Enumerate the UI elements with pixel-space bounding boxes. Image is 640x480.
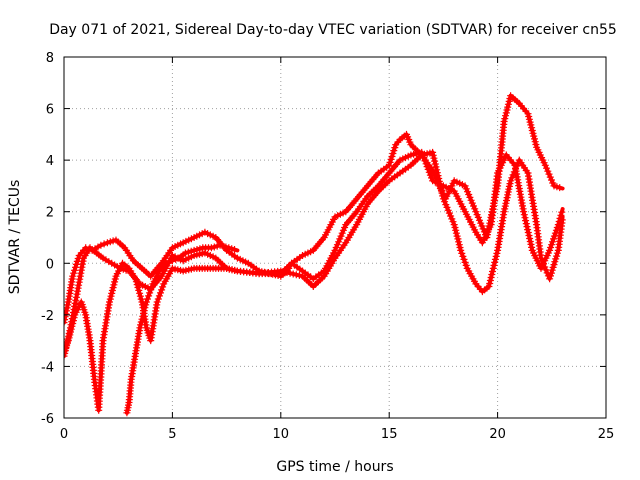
data-point-marker [64, 352, 68, 360]
data-point-marker [507, 177, 515, 185]
data-point-marker [520, 208, 528, 216]
y-tick-label: -6 [41, 412, 54, 427]
data-point-marker [146, 289, 154, 297]
x-tick-label: 15 [381, 427, 398, 442]
data-point-marker [542, 266, 550, 274]
data-point-marker [172, 255, 180, 263]
data-point-marker [386, 158, 394, 166]
data-point-marker [486, 280, 494, 287]
data-point-marker [390, 147, 398, 155]
plot-frame [63, 56, 607, 419]
data-point-marker [486, 277, 494, 284]
data-point-marker [489, 268, 496, 275]
data-point-marker [147, 286, 155, 294]
data-point-marker [283, 269, 291, 276]
data-point-marker [524, 229, 532, 236]
data-point-marker [520, 211, 528, 219]
data-point-marker [154, 295, 162, 303]
data-point-marker [526, 235, 534, 242]
data-point-marker [100, 240, 108, 248]
x-tick-label: 5 [168, 427, 176, 442]
data-point-marker [295, 271, 303, 279]
data-point-marker [485, 283, 493, 290]
data-point-marker [64, 350, 68, 357]
data-point-marker [76, 275, 84, 283]
x-tick-label: 25 [598, 427, 615, 442]
data-point-marker [162, 259, 170, 267]
data-point-marker [155, 292, 163, 300]
y-tick-label: 0 [46, 257, 54, 272]
x-tick-label: 20 [489, 427, 506, 442]
data-point-marker [280, 268, 288, 276]
data-point-marker [458, 249, 466, 257]
data-point-marker [545, 170, 553, 178]
y-tick-label: 8 [46, 51, 54, 66]
data-point-marker [509, 171, 517, 179]
chart-title: Day 071 of 2021, Sidereal Day-to-day VTE… [49, 22, 617, 38]
data-point-marker [493, 249, 501, 257]
y-tick-label: -2 [41, 309, 54, 324]
data-point-marker [153, 298, 161, 306]
data-point-marker [556, 184, 564, 192]
data-point-marker [558, 208, 566, 216]
data-point-marker [72, 260, 80, 268]
data-point-marker [142, 298, 150, 306]
data-point-marker [148, 283, 156, 291]
data-point-marker [231, 246, 238, 253]
data-point-marker [459, 252, 467, 260]
data-point-marker [460, 255, 468, 263]
data-point-marker [64, 319, 68, 327]
data-point-marker [487, 274, 495, 281]
y-tick-label: 2 [46, 206, 54, 221]
data-point-marker [522, 220, 530, 228]
data-point-marker [388, 153, 396, 160]
data-point-marker [512, 165, 520, 173]
series-group [64, 92, 566, 417]
data-point-marker [558, 216, 566, 224]
data-point-marker [461, 258, 469, 266]
data-point-marker [488, 271, 496, 278]
data-point-marker [144, 295, 151, 303]
data-point-marker [165, 258, 173, 266]
data-point-marker [97, 241, 105, 249]
data-point-marker [543, 164, 550, 172]
data-marks [64, 92, 566, 417]
data-point-marker [522, 217, 530, 225]
data-point-marker [490, 261, 498, 269]
data-point-marker [289, 270, 297, 278]
y-axis-label: SDTVAR / TECUs [7, 180, 23, 295]
axis-ticks: 0 5 10 15 20 25 -6 -4 -2 0 2 4 6 8 [41, 51, 614, 442]
data-point-marker [539, 260, 547, 268]
data-point-marker [292, 271, 300, 279]
data-point-marker [158, 286, 166, 294]
data-point-marker [286, 269, 294, 277]
data-point-marker [537, 254, 545, 262]
data-point-marker [548, 176, 555, 184]
y-tick-label: -4 [41, 360, 54, 375]
data-point-marker [491, 255, 499, 263]
data-point-marker [159, 283, 167, 291]
data-point-marker [462, 261, 470, 269]
x-tick-label: 10 [273, 427, 290, 442]
data-point-marker [71, 266, 78, 274]
grid [64, 57, 606, 418]
data-point-marker [528, 243, 536, 251]
y-tick-label: 4 [46, 154, 54, 169]
data-point-marker [491, 258, 499, 266]
data-point-marker [168, 257, 176, 265]
data-point-marker [157, 289, 164, 297]
data-point-marker [69, 272, 77, 280]
x-tick-label: 0 [60, 427, 68, 442]
data-point-marker [277, 267, 285, 275]
data-point-marker [489, 264, 497, 272]
x-axis-label: GPS time / hours [276, 459, 393, 475]
data-point-marker [145, 292, 153, 300]
data-point-marker [492, 252, 500, 260]
data-point-marker [71, 299, 79, 307]
y-tick-label: 6 [46, 103, 54, 118]
data-point-marker [457, 246, 465, 254]
